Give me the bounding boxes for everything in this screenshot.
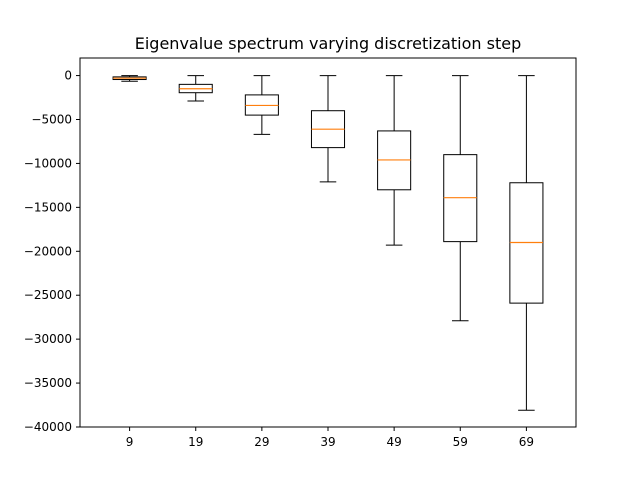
box-59 — [443, 75, 478, 322]
y-tick-label: 0 — [64, 69, 72, 83]
x-tick-label: 39 — [320, 435, 335, 449]
y-tick-label: −30000 — [24, 332, 72, 346]
y-tick-label: −20000 — [24, 244, 72, 258]
box-9 — [112, 75, 147, 82]
x-tick-label: 19 — [188, 435, 203, 449]
chart-title: Eigenvalue spectrum varying discretizati… — [135, 34, 522, 53]
plot-frame — [79, 57, 577, 428]
x-tick-label: 9 — [126, 435, 134, 449]
x-axis: 9 19 29 39 49 59 69 — [126, 427, 534, 449]
x-tick-label: 59 — [453, 435, 468, 449]
y-tick-label: −40000 — [24, 420, 72, 434]
y-tick-label: −5000 — [31, 113, 72, 127]
x-tick-label: 49 — [386, 435, 401, 449]
box-69 — [509, 75, 544, 411]
y-tick-label: −10000 — [24, 156, 72, 170]
x-tick-label: 69 — [519, 435, 534, 449]
y-tick-label: −25000 — [24, 288, 72, 302]
y-tick-label: −15000 — [24, 200, 72, 214]
box-49 — [377, 75, 412, 246]
box-series — [112, 75, 544, 411]
box-19 — [178, 75, 213, 102]
box-39 — [310, 75, 346, 183]
x-tick-label: 29 — [254, 435, 269, 449]
y-axis: 0 −5000 −10000 −15000 −20000 −25000 −30000 −350… — [24, 69, 80, 434]
y-tick-label: −35000 — [24, 376, 72, 390]
box-29 — [244, 75, 279, 135]
